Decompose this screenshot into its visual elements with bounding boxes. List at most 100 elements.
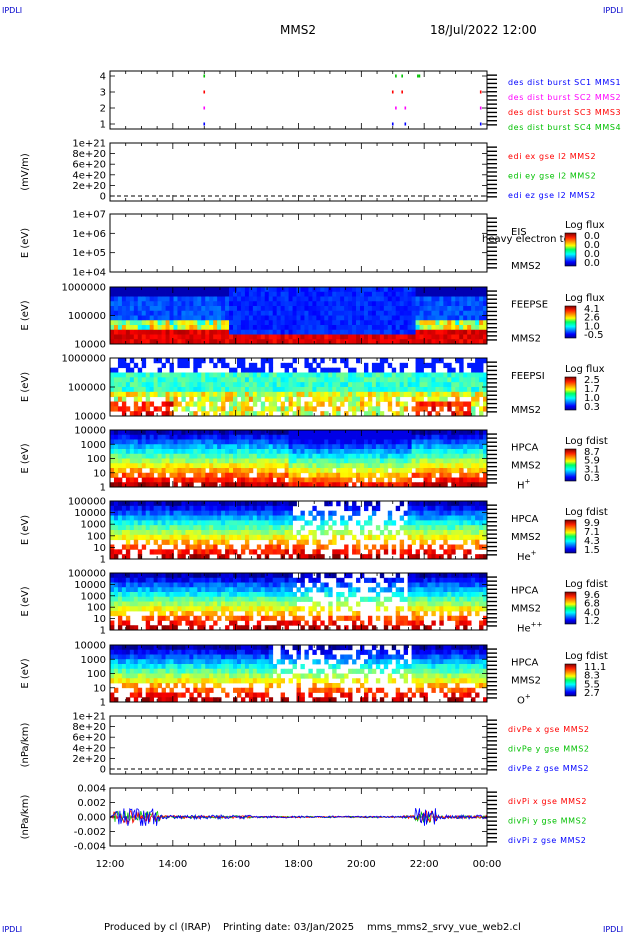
spectrogram-cell xyxy=(236,387,242,393)
spectrogram-cell xyxy=(367,320,373,326)
spectrogram-cell xyxy=(395,377,401,383)
spectrogram-cell xyxy=(117,358,123,364)
spectrogram-cell xyxy=(185,315,190,321)
spectrogram-cell xyxy=(292,377,297,383)
spectrogram-cell xyxy=(113,573,119,579)
spectrogram-cell xyxy=(157,515,162,521)
spectrogram-cell xyxy=(407,520,412,526)
spectrogram-cell xyxy=(407,334,412,340)
spectrogram-cell xyxy=(169,606,174,612)
spectrogram-cell xyxy=(475,339,480,345)
spectrogram-cell xyxy=(348,530,353,536)
spectrogram-cell xyxy=(248,291,254,297)
spectrogram-cell xyxy=(419,377,424,383)
spectrogram-cell xyxy=(320,306,325,312)
spectrogram-cell xyxy=(467,449,472,455)
spectrogram-cell xyxy=(435,377,440,383)
spectrogram-cell xyxy=(213,501,218,507)
spectrogram-cell xyxy=(169,382,174,388)
spectrogram-cell xyxy=(296,306,301,312)
spectrogram-cell xyxy=(244,315,250,321)
spectrogram-cell xyxy=(431,362,436,369)
spectrogram-cell xyxy=(157,358,162,364)
spectrogram-cell xyxy=(209,329,214,335)
spectrogram-cell xyxy=(233,377,238,383)
spectrogram-cell xyxy=(467,296,472,302)
spectrogram-cell xyxy=(217,377,222,383)
spectrogram-cell xyxy=(197,544,202,550)
spectrogram-cell xyxy=(379,329,385,335)
spectrogram-cell xyxy=(352,306,357,312)
spectrogram-cell xyxy=(169,372,174,378)
spectrogram-cell xyxy=(157,596,162,602)
spectrogram-cell xyxy=(383,325,389,331)
spectrogram-cell xyxy=(213,477,218,483)
spectrogram-cell xyxy=(141,377,147,383)
spectrogram-cell xyxy=(121,291,127,297)
spectrogram-cell xyxy=(153,391,159,398)
spectrogram-cell xyxy=(379,339,385,345)
spectrogram-cell xyxy=(149,291,155,297)
spectrogram-cell xyxy=(173,329,178,335)
spectrogram-cell xyxy=(161,296,166,302)
spectrogram-cell xyxy=(479,458,484,464)
spectrogram-cell xyxy=(336,325,341,331)
spectrogram-cell xyxy=(427,411,432,417)
spectrogram-cell xyxy=(407,453,412,459)
spectrogram-cell xyxy=(344,525,349,531)
spectrogram-cell xyxy=(177,439,182,445)
spectrogram-cell xyxy=(209,606,214,612)
spectrogram-cell xyxy=(189,530,194,536)
spectrogram-cell xyxy=(407,554,412,560)
spectrogram-cell xyxy=(165,510,170,516)
spectrogram-cell xyxy=(157,615,162,621)
spectrogram-cell xyxy=(379,358,385,364)
spectrogram-cell xyxy=(304,382,309,388)
spectrogram-cell xyxy=(177,291,182,297)
spectrogram-cell xyxy=(268,615,274,621)
spectrogram-cell xyxy=(121,577,127,583)
spectrogram-cell xyxy=(395,387,401,393)
spectrogram-cell xyxy=(475,329,480,335)
spectrogram-cell xyxy=(229,534,234,541)
spectrogram-cell xyxy=(439,501,444,507)
spectrogram-cell xyxy=(165,334,170,340)
spectrogram-cell xyxy=(367,387,373,393)
spectrogram-cell xyxy=(467,468,472,474)
spectrogram-cell xyxy=(133,582,139,588)
spectrogram-cell xyxy=(379,439,385,445)
spectrogram-cell xyxy=(407,544,412,550)
spectrogram-cell xyxy=(367,458,373,464)
spectrogram-cell xyxy=(221,592,226,598)
spectrogram-cell xyxy=(229,444,234,450)
spectrogram-cell xyxy=(352,463,357,469)
spectrogram-cell xyxy=(161,530,166,536)
spectrogram-cell xyxy=(244,477,250,483)
spectrogram-cell xyxy=(439,310,444,316)
spectrogram-cell xyxy=(316,325,321,331)
spectrogram-cell xyxy=(110,449,115,455)
spectrogram-cell xyxy=(205,310,210,316)
spectrogram-cell xyxy=(387,520,393,526)
spectrogram-cell xyxy=(205,296,210,302)
spectrogram-cell xyxy=(169,296,174,302)
spectrogram-cell xyxy=(312,449,317,455)
spectrogram-cell xyxy=(133,430,139,436)
spectrogram-cell xyxy=(145,444,151,450)
spectrogram-cell xyxy=(276,611,282,617)
spectrogram-cell xyxy=(320,525,325,531)
spectrogram-cell xyxy=(189,611,194,617)
spectrogram-cell xyxy=(137,449,143,455)
spectrogram-cell xyxy=(348,463,353,469)
spectrogram-cell xyxy=(332,439,337,445)
spectrogram-cell xyxy=(332,391,337,398)
spectrogram-cell xyxy=(447,472,452,478)
spectrogram-cell xyxy=(233,334,238,340)
spectrogram-cell xyxy=(423,530,428,536)
spectrogram-cell xyxy=(332,301,337,307)
spectrogram-cell xyxy=(415,520,420,526)
spectrogram-cell xyxy=(252,434,258,440)
spectrogram-cell xyxy=(447,296,452,302)
spectrogram-cell xyxy=(229,463,234,469)
spectrogram-cell xyxy=(324,387,329,393)
